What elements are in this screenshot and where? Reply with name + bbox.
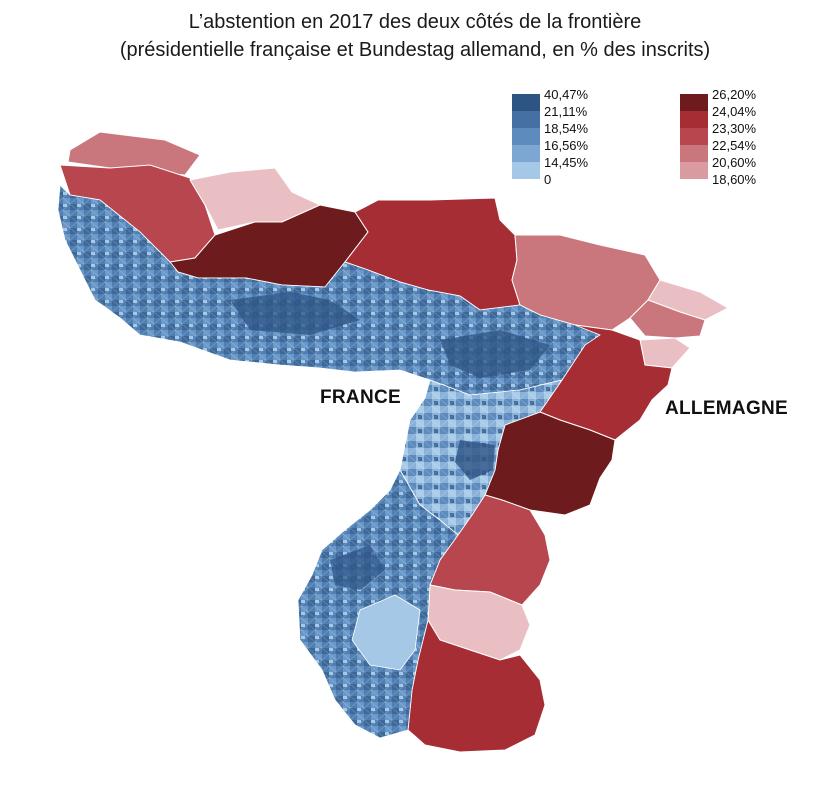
fr-region-dark-patch-4 — [330, 545, 385, 590]
legend-de-swatch-4 — [680, 145, 708, 162]
de-district-nw-1 — [67, 131, 201, 176]
title-line-1: L’abstention en 2017 des deux côtés de l… — [188, 11, 642, 33]
legend-fr-swatch-3 — [512, 128, 540, 145]
legend-fr-label-6: 0 — [544, 172, 552, 187]
fr-region-dark-patch-1 — [230, 292, 360, 335]
legend-de-label-4: 22,54% — [712, 138, 757, 153]
title-line-2: (présidentielle française et Bundestag a… — [119, 39, 711, 61]
country-label-germany: ALLEMAGNE — [665, 398, 789, 419]
map-title: L’abstention en 2017 des deux côtés de l… — [0, 8, 830, 64]
legend-de-label-1: 26,20% — [712, 87, 757, 102]
fr-region-dark-patch-3 — [455, 440, 495, 480]
legend-fr-label-2: 21,11% — [544, 104, 588, 119]
legend-de-swatch-3 — [680, 128, 708, 145]
legend-de-swatch-5 — [680, 162, 708, 179]
legend-fr-label-4: 16,56% — [544, 138, 589, 153]
fr-region-dark-patch-2 — [440, 330, 550, 378]
country-label-france: FRANCE — [320, 387, 401, 408]
de-district-far-east-2 — [629, 299, 706, 339]
legend-de-label-5: 20,60% — [712, 155, 757, 170]
legend-fr-swatch-4 — [512, 145, 540, 162]
legend-de-swatch-2 — [680, 111, 708, 128]
legend-fr-label-5: 14,45% — [544, 155, 589, 170]
legend-de-swatch-1 — [680, 94, 708, 111]
legend-de-label-6: 18,60% — [712, 172, 757, 187]
de-district-east — [511, 234, 661, 331]
fr-region-haut-rhin-light — [351, 594, 421, 671]
legend-fr-swatch-5 — [512, 162, 540, 179]
de-district-small-east — [639, 337, 691, 369]
legend-fr-swatch-2 — [512, 111, 540, 128]
legend-de-label-3: 23,30% — [712, 121, 757, 136]
legend-fr-label-3: 18,54% — [544, 121, 589, 136]
legend-fr-label-1: 40,47% — [544, 87, 589, 102]
legend-fr-swatch-1 — [512, 94, 540, 111]
legend-de-label-2: 24,04% — [712, 104, 757, 119]
